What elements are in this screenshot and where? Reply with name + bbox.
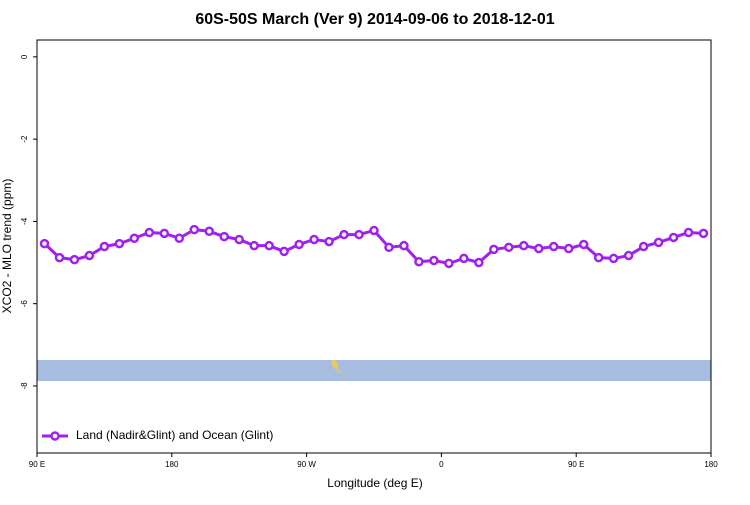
point — [324, 236, 334, 247]
point — [144, 227, 155, 238]
point — [384, 242, 394, 253]
point — [279, 246, 289, 257]
plot-frame — [36, 39, 712, 454]
point — [489, 244, 499, 255]
point — [429, 255, 439, 266]
y-axis-label: XCO2 - MLO trend (ppm) — [0, 179, 14, 314]
x-tick-label: 90 W — [297, 460, 316, 469]
point — [249, 240, 259, 251]
point — [414, 256, 424, 267]
point — [174, 233, 185, 244]
point — [204, 226, 214, 237]
x-tick-label: 180 — [704, 460, 718, 469]
y-tick-label: -8 — [20, 382, 29, 390]
x-tick-label: 90 E — [568, 460, 584, 469]
point — [653, 237, 664, 248]
point — [159, 228, 170, 239]
y-tick-label: -4 — [20, 217, 29, 225]
x-axis-label: Longitude (deg E) — [327, 476, 422, 490]
point — [219, 231, 229, 242]
x-tick-label: 0 — [439, 460, 444, 469]
x-tick-label: 180 — [165, 460, 179, 469]
point — [608, 253, 619, 264]
point — [563, 243, 574, 254]
point — [99, 241, 110, 252]
point — [354, 229, 364, 240]
point — [339, 229, 349, 240]
point — [444, 258, 454, 269]
point — [638, 241, 649, 252]
point — [519, 240, 529, 251]
point — [534, 243, 544, 254]
point — [593, 252, 604, 263]
point — [459, 253, 469, 264]
point — [369, 225, 379, 236]
chart-title: 60S-50S March (Ver 9) 2014-09-06 to 2018… — [195, 11, 554, 28]
y-tick-label: -6 — [20, 300, 29, 308]
legend-marker — [50, 431, 60, 441]
y-tick-label: 0 — [20, 54, 29, 59]
point — [309, 234, 319, 245]
point — [294, 239, 304, 250]
point — [84, 250, 95, 261]
point — [234, 234, 244, 245]
y-tick-label: -2 — [20, 135, 29, 143]
point — [683, 227, 694, 238]
point — [578, 239, 589, 250]
point — [668, 232, 679, 243]
point — [399, 240, 409, 251]
point — [114, 238, 125, 249]
point — [54, 252, 65, 263]
point — [623, 250, 634, 261]
point — [129, 233, 140, 244]
ocean-band — [37, 360, 711, 381]
x-tick-label: 90 E — [29, 460, 45, 469]
point — [69, 254, 80, 265]
point — [548, 241, 559, 252]
point — [264, 240, 274, 251]
point — [189, 224, 200, 235]
legend-label: Land (Nadir&Glint) and Ocean (Glint) — [76, 428, 273, 442]
point — [39, 238, 50, 249]
point — [698, 228, 709, 239]
point — [504, 242, 514, 253]
point — [474, 257, 484, 268]
